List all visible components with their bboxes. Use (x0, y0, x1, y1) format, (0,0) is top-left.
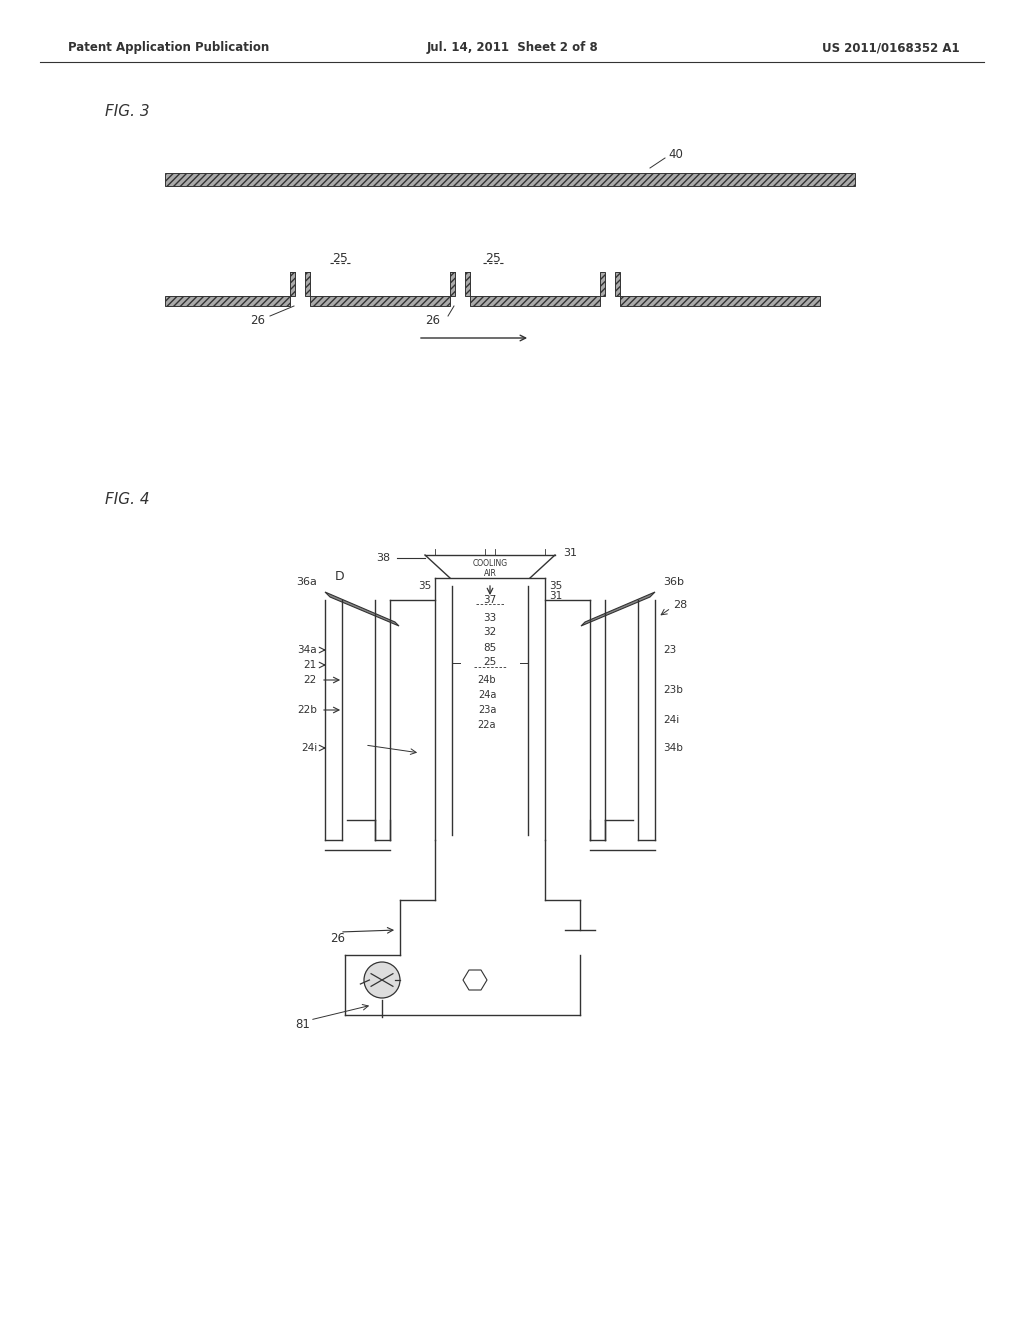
Polygon shape (463, 970, 487, 990)
Text: 34a: 34a (297, 645, 317, 655)
Circle shape (364, 962, 400, 998)
Bar (165, 296, 290, 306)
Text: US 2011/0168352 A1: US 2011/0168352 A1 (822, 41, 961, 54)
Bar (615, 272, 620, 296)
Bar (470, 296, 600, 306)
Text: 28: 28 (673, 601, 687, 610)
Text: 38: 38 (376, 553, 390, 564)
Text: 36a: 36a (296, 577, 317, 587)
Bar (165, 173, 855, 186)
Text: 40: 40 (668, 149, 683, 161)
Text: 26: 26 (426, 314, 440, 326)
Bar (600, 272, 605, 296)
Bar (290, 272, 295, 296)
Text: 26: 26 (251, 314, 265, 326)
Text: 24i: 24i (301, 743, 317, 752)
Text: 22: 22 (304, 675, 317, 685)
Text: Jul. 14, 2011  Sheet 2 of 8: Jul. 14, 2011 Sheet 2 of 8 (426, 41, 598, 54)
Text: FIG. 3: FIG. 3 (105, 104, 150, 120)
Text: 24b: 24b (477, 675, 497, 685)
Text: 35: 35 (418, 581, 431, 591)
Text: 32: 32 (483, 627, 497, 638)
Text: 25: 25 (483, 657, 497, 667)
Text: 33: 33 (483, 612, 497, 623)
Bar (310, 296, 450, 306)
Text: 34b: 34b (663, 743, 683, 752)
Text: 81: 81 (295, 1019, 310, 1031)
Text: 21: 21 (304, 660, 317, 671)
Bar (465, 272, 470, 296)
Polygon shape (581, 591, 655, 626)
Text: 23a: 23a (478, 705, 497, 715)
Text: 35: 35 (549, 581, 562, 591)
Text: COOLING: COOLING (472, 558, 508, 568)
Text: 31: 31 (563, 548, 577, 558)
Text: 26: 26 (330, 932, 345, 945)
Bar (305, 272, 310, 296)
Text: 24i: 24i (663, 715, 679, 725)
Text: 25: 25 (485, 252, 501, 264)
Text: FIG. 4: FIG. 4 (105, 492, 150, 507)
Text: 85: 85 (483, 643, 497, 653)
Text: 22a: 22a (478, 719, 497, 730)
Text: 24a: 24a (478, 690, 497, 700)
Text: 23b: 23b (663, 685, 683, 696)
Text: 25: 25 (332, 252, 348, 264)
Text: 23: 23 (663, 645, 676, 655)
Text: Patent Application Publication: Patent Application Publication (68, 41, 269, 54)
Text: 31: 31 (549, 591, 562, 601)
Bar (620, 296, 820, 306)
Polygon shape (325, 591, 399, 626)
Text: AIR: AIR (483, 569, 497, 578)
Text: 37: 37 (483, 595, 497, 605)
Bar (450, 272, 455, 296)
Text: 22b: 22b (297, 705, 317, 715)
Text: D: D (335, 570, 345, 583)
Text: 36b: 36b (663, 577, 684, 587)
